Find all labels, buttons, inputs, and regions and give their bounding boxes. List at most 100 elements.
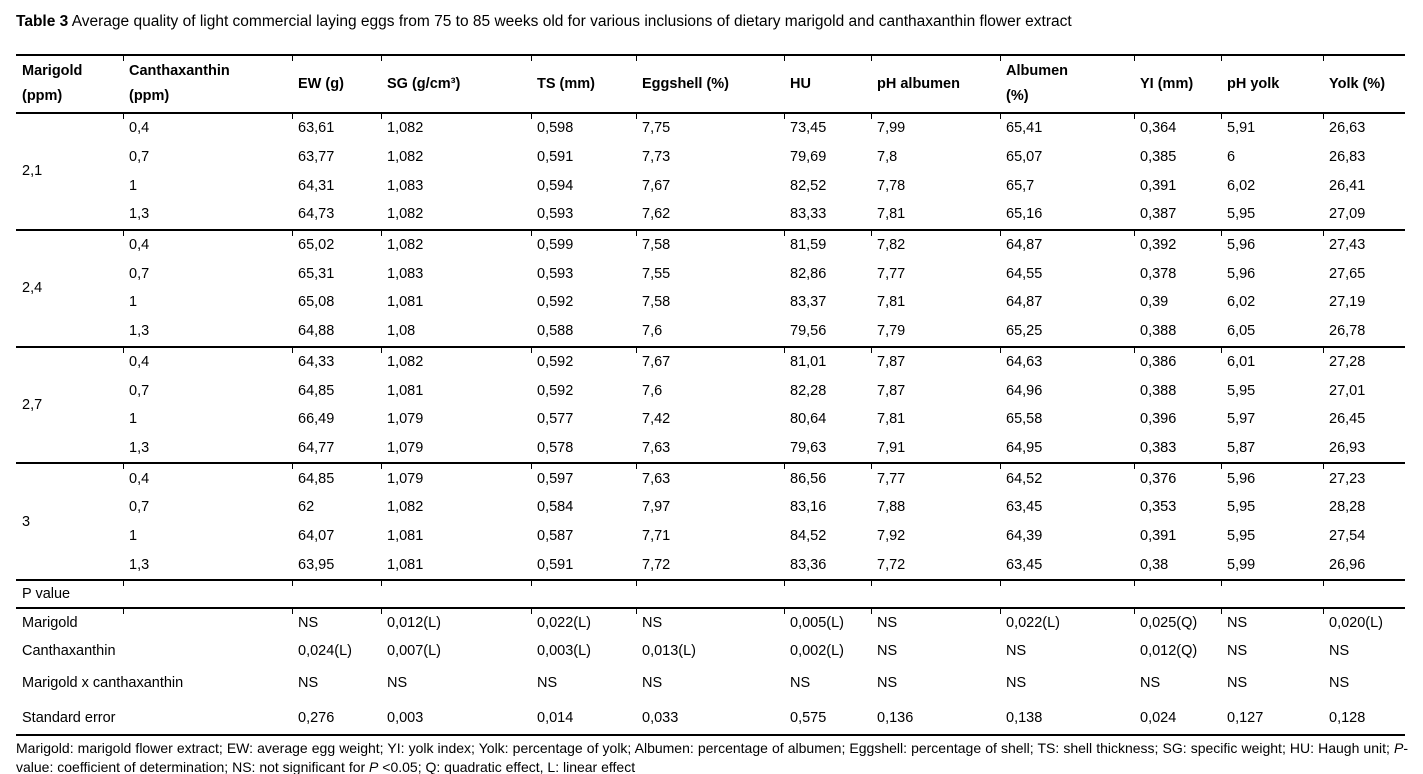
table-caption-number: Table 3 — [16, 13, 69, 30]
value-cell: 64,85 — [292, 462, 381, 493]
value-cell: 63,77 — [298, 149, 335, 166]
value-cell: 64,88 — [298, 323, 335, 340]
marigold-level-cell: 2,1 — [16, 112, 123, 230]
header-line-1: Albumen — [1006, 63, 1069, 79]
value-cell: 63,61 — [292, 112, 381, 143]
value-cell: 79,56 — [790, 323, 827, 340]
footnote-segment: Marigold: marigold flower extract; EW: a… — [16, 740, 1394, 756]
value-cell: 6,02 — [1227, 177, 1256, 194]
value-cell: 0,578 — [537, 439, 574, 456]
value-cell: 26,63 — [1323, 112, 1405, 143]
value-cell: 27,54 — [1329, 527, 1366, 544]
p-row: Marigold NS 0,012(L) 0,022(L) NS 0,005(L) NS 0,… — [16, 607, 1405, 637]
value-cell: 0,364 — [1134, 112, 1221, 143]
value-cell: 7,99 — [871, 112, 1000, 143]
value-cell: 0,388 — [1140, 323, 1177, 340]
value-cell: 7,75 — [636, 112, 784, 143]
table-caption: Table 3 Average quality of light commerc… — [16, 12, 1409, 32]
value-cell: 79,63 — [790, 439, 827, 456]
value-cell: 7,58 — [642, 294, 671, 311]
value-cell: 64,63 — [1000, 345, 1134, 377]
p-value-cell: NS — [1329, 675, 1350, 691]
p-value-cell: 0,002(L) — [790, 643, 845, 659]
value-cell: 7,58 — [636, 228, 784, 260]
p-value-cell: 0,136 — [877, 709, 914, 726]
p-value-section-label: P value — [16, 579, 1405, 608]
table-caption-text: Average quality of light commercial layi… — [68, 13, 1072, 30]
value-cell: 64,52 — [1000, 462, 1134, 493]
table-row: 0,7 62 1,082 0,584 7,97 83,16 7,88 63,45 0,353 5,… — [16, 493, 1405, 522]
column-header-marigold: Marigold (ppm) — [16, 55, 123, 114]
value-cell: 1,082 — [381, 345, 531, 377]
p-value-cell: 0,003(L) — [537, 643, 592, 659]
table-row: 1,3 64,88 1,08 0,588 7,6 79,56 7,79 65,25 0,388 6… — [16, 317, 1405, 347]
value-cell: 7,78 — [877, 177, 906, 194]
value-cell: 26,83 — [1329, 149, 1366, 166]
header-line-1: TS (mm) — [537, 75, 595, 92]
value-cell: 0,376 — [1134, 462, 1221, 493]
footnote-italic-segment: P — [1393, 740, 1404, 756]
table-row: 0,7 65,31 1,083 0,593 7,55 82,86 7,77 64,55 0,37… — [16, 259, 1405, 288]
marigold-level-cell: 3 — [16, 462, 123, 580]
value-cell: 7,81 — [877, 206, 906, 223]
value-cell: 0,391 — [1140, 177, 1177, 194]
value-cell: 73,45 — [784, 112, 871, 143]
value-cell: 1,082 — [387, 149, 424, 166]
header-line-1: EW (g) — [298, 75, 344, 92]
value-cell: 63,45 — [1006, 556, 1043, 573]
value-cell: 7,6 — [642, 382, 663, 399]
value-cell: 7,81 — [877, 411, 906, 428]
p-value-cell: 0,138 — [1006, 709, 1043, 726]
p-row: Marigold x canthaxanthin NS NS NS NS NS NS NS NS… — [16, 665, 1405, 701]
value-cell: 7,82 — [871, 228, 1000, 260]
value-cell: 64,33 — [292, 345, 381, 377]
header-line-2: (%) — [1006, 88, 1029, 104]
p-row: Standard error 0,276 0,003 0,014 0,033 0,575 0… — [16, 701, 1405, 735]
value-cell: 0,378 — [1140, 265, 1177, 282]
value-cell: 65,31 — [298, 265, 335, 282]
canthaxanthin-level-cell: 1,3 — [129, 206, 150, 223]
column-header-ph-albumen: pH albumen — [871, 55, 1000, 114]
value-cell: 0,598 — [531, 112, 636, 143]
column-header-ts: TS (mm) — [531, 55, 636, 114]
marigold-level-cell: 2,7 — [16, 345, 123, 464]
footnote-segment: <0.05; Q: quadratic effect, L: linear ef… — [378, 758, 636, 774]
value-cell: 1,083 — [387, 265, 424, 282]
value-cell: 65,16 — [1006, 206, 1043, 223]
value-cell: 7,67 — [636, 345, 784, 377]
value-cell: 6 — [1227, 149, 1236, 166]
value-cell: 64,39 — [1006, 527, 1043, 544]
value-cell: 5,95 — [1227, 527, 1256, 544]
header-line-1: SG (g/cm³) — [387, 75, 461, 92]
p-value-cell: 0,014 — [537, 709, 574, 726]
value-cell: 27,19 — [1329, 294, 1366, 311]
p-value-cell: NS — [1006, 675, 1027, 691]
p-value-cell: 0,025(Q) — [1134, 607, 1221, 637]
table-row: 3 0,4 64,85 1,079 0,597 7,63 86,56 7,77 64,52 0,3… — [16, 462, 1405, 580]
table-row: 1 66,49 1,079 0,577 7,42 80,64 7,81 65,58 0,396 5… — [16, 405, 1405, 434]
value-cell: 27,09 — [1329, 206, 1366, 223]
p-value-cell: 0,012(Q) — [1140, 643, 1198, 659]
value-cell: 5,91 — [1221, 112, 1323, 143]
value-cell: 27,28 — [1323, 345, 1405, 377]
column-header-ew: EW (g) — [292, 55, 381, 114]
canthaxanthin-level-cell: 0,4 — [123, 462, 292, 493]
canthaxanthin-level-cell: 0,7 — [129, 149, 150, 166]
value-cell: 83,36 — [790, 556, 827, 573]
p-value-cell: 0,022(L) — [1000, 607, 1134, 637]
table-row: 2,4 0,4 65,02 1,082 0,599 7,58 81,59 7,82 64,87 0… — [16, 228, 1405, 347]
value-cell: 5,95 — [1227, 206, 1256, 223]
value-cell: 27,65 — [1329, 265, 1366, 282]
table-row: 2,1 0,4 63,61 1,082 0,598 7,75 73,45 7,99 65,41 0… — [16, 112, 1405, 230]
value-cell: 26,78 — [1329, 323, 1366, 340]
value-cell: 1,081 — [387, 294, 424, 311]
value-cell: 7,81 — [877, 294, 906, 311]
value-cell: 65,7 — [1006, 177, 1035, 194]
header-line-2: (ppm) — [129, 88, 170, 104]
value-cell: 1,083 — [387, 177, 424, 194]
value-cell: 7,79 — [877, 323, 906, 340]
header-line-1: pH albumen — [877, 75, 960, 92]
table-footnote: Marigold: marigold flower extract; EW: a… — [16, 739, 1408, 774]
value-cell: 83,33 — [790, 206, 827, 223]
